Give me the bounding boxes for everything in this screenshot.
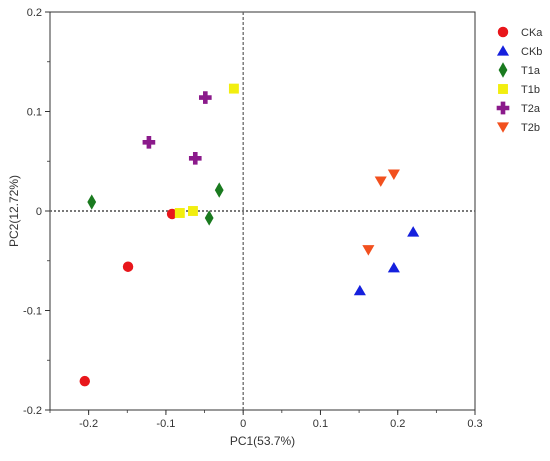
y-tick-label: 0.2 — [27, 7, 42, 19]
data-point-cka — [166, 208, 178, 220]
legend-marker-cka — [497, 26, 509, 38]
data-point-t1a — [214, 182, 224, 198]
legend-marker-ckb — [496, 45, 510, 56]
axes: -0.2 -0.1 0 0.1 0.2 0.3 -0.2 -0.1 0 0.1 0.2 PC1(53.… — [7, 7, 483, 448]
x-axis-title: PC1(53.7%) — [230, 434, 295, 448]
y-tick-label: 0.1 — [27, 107, 42, 119]
data-point-t1b — [174, 208, 185, 218]
legend-label-t2a: T2a — [521, 103, 541, 115]
data-point-t1b — [188, 206, 198, 216]
data-point-t2b — [362, 245, 375, 256]
legend-marker-t2a — [496, 101, 510, 115]
data-point-t1b — [228, 83, 239, 94]
data-point-t2a — [142, 136, 156, 149]
legend-marker-t1b — [498, 84, 508, 94]
x-tick-label: 0 — [240, 418, 246, 430]
data-point-t2b — [387, 169, 400, 180]
data-point-t1a — [204, 210, 214, 226]
x-tick-label: 0.1 — [313, 418, 328, 430]
legend-label-t1a: T1a — [521, 65, 541, 77]
data-point-t2a — [188, 151, 202, 165]
y-tick-label: -0.1 — [23, 306, 42, 318]
data-point-ckb — [353, 284, 366, 296]
data-point-t1a — [87, 194, 97, 210]
data-point-cka — [79, 375, 90, 387]
x-tick-label: 0.2 — [390, 418, 405, 430]
x-tick-label: -0.2 — [79, 418, 98, 430]
legend-label-cka: CKa — [521, 27, 543, 39]
legend-marker-t1a — [498, 62, 508, 78]
y-axis-title: PC2(12.72%) — [7, 175, 21, 247]
data-point-ckb — [407, 226, 420, 237]
data-point-ckb — [387, 261, 400, 273]
legend-label-t2b: T2b — [521, 122, 540, 134]
data-point-t2b — [374, 176, 387, 187]
legend-marker-t2b — [496, 122, 510, 133]
data-point-cka — [122, 261, 134, 272]
data-points — [79, 83, 420, 387]
y-tick-label: 0 — [36, 206, 42, 218]
x-tick-label: -0.1 — [156, 418, 175, 430]
y-tick-label: -0.2 — [23, 405, 42, 417]
x-tick-label: 0.3 — [467, 418, 482, 430]
legend-label-t1b: T1b — [521, 84, 540, 96]
legend-label-ckb: CKb — [521, 46, 542, 58]
data-point-t2a — [198, 91, 212, 104]
legend: CKa CKb T1a T1b T2a T2b — [496, 26, 543, 134]
